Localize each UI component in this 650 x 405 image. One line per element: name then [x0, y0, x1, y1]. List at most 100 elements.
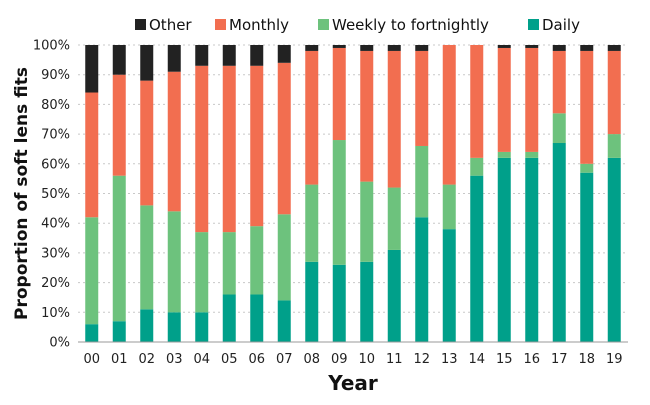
bar-segment-daily-14	[470, 175, 484, 342]
legend-label-weekly-to-fortnightly: Weekly to fortnightly	[332, 16, 489, 34]
bar-segment-monthly-01	[112, 74, 126, 176]
y-tick-label: 60%	[41, 157, 70, 172]
bar-segment-other-05	[222, 45, 236, 66]
x-tick-label: 16	[523, 352, 540, 367]
bar-segment-other-08	[305, 45, 319, 51]
bar-segment-monthly-10	[360, 50, 374, 182]
bar-segment-monthly-11	[387, 50, 401, 188]
x-tick-label: 18	[578, 352, 595, 367]
bar-segment-monthly-04	[195, 65, 209, 233]
bar-segment-other-11	[387, 45, 401, 51]
y-tick-label: 0%	[49, 336, 70, 351]
bar-segment-other-02	[140, 45, 154, 81]
x-tick-label: 01	[111, 352, 128, 367]
bar-segment-weekly-to-fortnightly-02	[140, 205, 154, 310]
bar-segment-other-03	[167, 45, 181, 72]
bar-segment-daily-04	[195, 312, 209, 342]
bar-segment-weekly-to-fortnightly-01	[112, 175, 126, 322]
x-tick-label: 05	[221, 352, 238, 367]
bar-segment-weekly-to-fortnightly-11	[387, 187, 401, 250]
bar-segment-monthly-15	[497, 47, 511, 152]
bar-segment-daily-03	[167, 312, 181, 342]
x-tick-label: 08	[303, 352, 320, 367]
bar-segment-other-09	[332, 45, 346, 48]
bar-segment-weekly-to-fortnightly-03	[167, 211, 181, 313]
x-tick-label: 12	[413, 352, 430, 367]
bar-segment-daily-12	[415, 217, 429, 342]
x-tick-label: 03	[166, 352, 183, 367]
bar-segment-daily-13	[442, 229, 456, 342]
y-tick-label: 40%	[41, 217, 70, 232]
legend: Other Monthly Weekly to fortnightly Daily	[135, 16, 580, 34]
bar-segment-other-04	[195, 45, 209, 66]
bar-segment-other-12	[415, 45, 429, 51]
x-tick-label: 09	[331, 352, 348, 367]
bar-segment-monthly-17	[552, 50, 566, 114]
bar-segment-daily-08	[305, 261, 319, 342]
bar-segment-monthly-02	[140, 80, 154, 206]
bar-segment-weekly-to-fortnightly-13	[442, 184, 456, 230]
x-tick-label: 11	[386, 352, 403, 367]
bar-segment-weekly-to-fortnightly-05	[222, 232, 236, 295]
x-tick-label: 17	[551, 352, 568, 367]
bar-segment-weekly-to-fortnightly-16	[525, 151, 539, 158]
bar-segment-other-15	[497, 45, 511, 48]
bar-segment-weekly-to-fortnightly-06	[250, 226, 264, 295]
x-tick-label: 13	[441, 352, 458, 367]
bar-segment-other-16	[525, 45, 539, 48]
bar-segment-weekly-to-fortnightly-07	[277, 214, 291, 301]
bar-segment-daily-07	[277, 300, 291, 342]
x-tick-label: 04	[193, 352, 210, 367]
bar-segment-weekly-to-fortnightly-00	[85, 217, 99, 325]
y-axis-ticks: 0% 10% 20% 30% 40% 50% 60% 70% 80% 90% 100%	[33, 39, 70, 351]
y-tick-label: 10%	[41, 306, 70, 321]
bar-segment-weekly-to-fortnightly-15	[497, 151, 511, 158]
x-tick-label: 14	[468, 352, 485, 367]
bar-segment-daily-00	[85, 324, 99, 342]
x-tick-label: 02	[138, 352, 155, 367]
x-tick-label: 06	[248, 352, 265, 367]
bar-segment-monthly-08	[305, 50, 319, 185]
bar-segment-daily-18	[580, 172, 594, 342]
bar-segment-weekly-to-fortnightly-10	[360, 181, 374, 262]
bar-segment-monthly-16	[525, 47, 539, 152]
x-tick-label: 07	[276, 352, 293, 367]
bar-segment-weekly-to-fortnightly-14	[470, 157, 484, 176]
y-tick-label: 20%	[41, 276, 70, 291]
y-tick-label: 90%	[41, 68, 70, 83]
bar-segment-monthly-13	[442, 45, 456, 185]
bar-segment-weekly-to-fortnightly-08	[305, 184, 319, 262]
bar-segment-weekly-to-fortnightly-09	[332, 140, 346, 265]
bar-segment-daily-11	[387, 249, 401, 342]
bar-segment-daily-09	[332, 264, 346, 342]
bar-segment-other-17	[552, 45, 566, 51]
y-tick-label: 50%	[41, 187, 70, 202]
y-tick-label: 70%	[41, 128, 70, 143]
bar-segment-daily-05	[222, 294, 236, 342]
bar-segment-other-19	[607, 45, 621, 51]
legend-swatch-daily	[528, 19, 539, 30]
legend-swatch-monthly	[215, 19, 226, 30]
bar-segment-monthly-18	[580, 50, 594, 164]
bar-segment-monthly-19	[607, 50, 621, 135]
bar-segment-daily-06	[250, 294, 264, 342]
bar-segment-daily-02	[140, 309, 154, 342]
y-tick-label: 30%	[41, 246, 70, 261]
x-axis-title: Year	[327, 371, 378, 395]
legend-label-daily: Daily	[542, 16, 580, 34]
bar-segment-other-01	[112, 45, 126, 75]
bars	[85, 45, 621, 342]
bar-segment-other-06	[250, 45, 264, 66]
legend-swatch-weekly-to-fortnightly	[318, 19, 329, 30]
legend-label-monthly: Monthly	[229, 16, 289, 34]
bar-segment-other-18	[580, 45, 594, 51]
bar-segment-other-07	[277, 45, 291, 63]
x-tick-label: 19	[606, 352, 623, 367]
legend-swatch-other	[135, 19, 146, 30]
x-tick-label: 00	[83, 352, 100, 367]
gridlines	[78, 44, 628, 313]
bar-segment-daily-10	[360, 261, 374, 342]
bar-segment-monthly-05	[222, 65, 236, 233]
bar-segment-weekly-to-fortnightly-04	[195, 232, 209, 313]
